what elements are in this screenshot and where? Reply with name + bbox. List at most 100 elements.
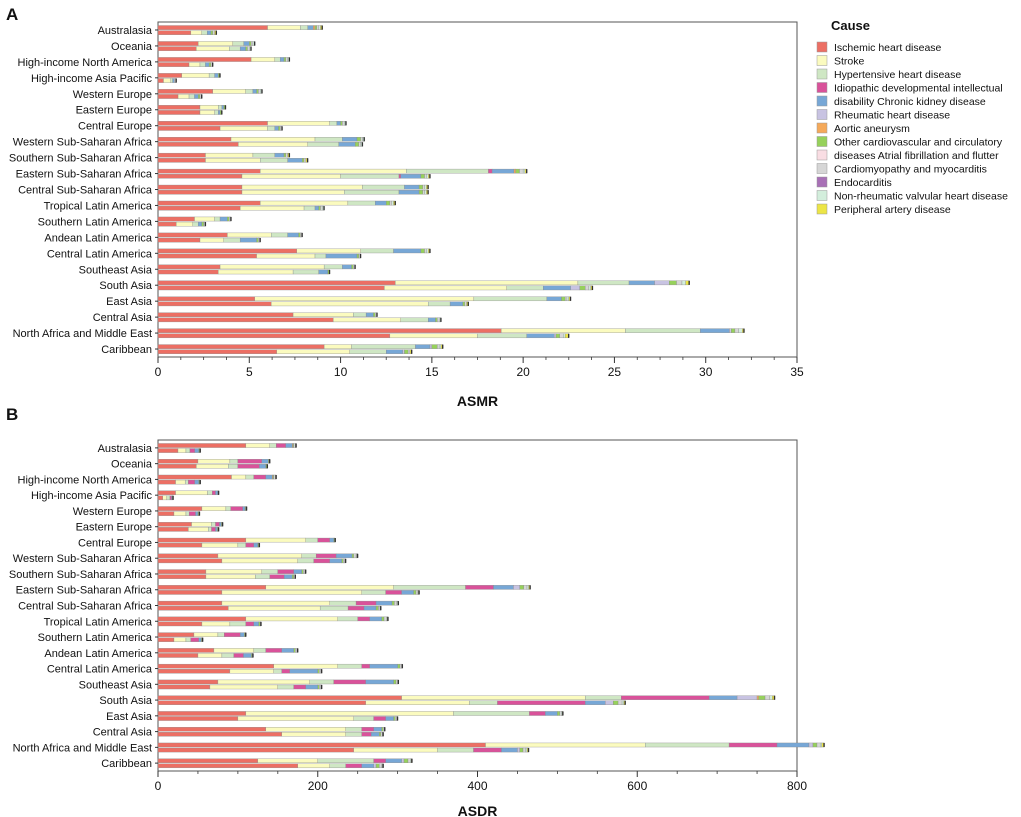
bar-segment (157, 126, 221, 131)
legend-title: Cause (831, 18, 870, 33)
bar-segment (157, 732, 282, 737)
legend-label: Endocarditis (834, 177, 892, 189)
bar-segment (177, 94, 190, 99)
bar-segment (277, 684, 294, 690)
bar-segment (728, 742, 778, 748)
legend-label: Aortic aneurysm (834, 123, 910, 135)
bar-segment (258, 89, 261, 94)
bar-segment (325, 253, 358, 259)
bar-segment (219, 216, 228, 222)
bar-segment (271, 301, 429, 307)
bar-segment (267, 121, 330, 126)
bar-segment (375, 763, 380, 769)
bar-segment (356, 253, 360, 259)
bar-end-cap (345, 121, 347, 126)
bar-segment (157, 569, 207, 574)
category-label: Caribbean (101, 344, 152, 356)
bar-segment (437, 747, 474, 753)
bar-end-cap (387, 616, 389, 621)
bar-segment (157, 105, 201, 110)
bar-end-cap (320, 669, 323, 674)
bar-segment (360, 137, 363, 142)
bar-end-cap (201, 637, 204, 642)
bar-segment (201, 621, 231, 627)
bar-segment (257, 758, 318, 763)
bar-end-cap (201, 94, 203, 99)
legend-swatch (816, 41, 828, 53)
bar-segment (157, 344, 325, 349)
bar-end-cap (198, 511, 201, 516)
bar-end-cap (397, 679, 400, 684)
legend-swatch (816, 82, 828, 93)
x-tick-label: 30 (699, 365, 713, 379)
legend-label: Stroke (834, 56, 865, 68)
bar-segment (188, 511, 196, 516)
bar-segment (157, 142, 239, 147)
bar-segment (333, 679, 366, 685)
bar-segment (379, 763, 382, 769)
bar-end-cap (301, 232, 303, 238)
bar-segment (318, 269, 328, 275)
bar-segment (157, 621, 203, 627)
category-label: Oceania (111, 459, 153, 471)
bar-segment (267, 126, 276, 131)
bar-segment (379, 732, 382, 737)
bar-segment (215, 527, 218, 532)
bar-segment (157, 542, 203, 548)
bar-end-cap (429, 174, 431, 179)
bar-segment (241, 189, 345, 195)
bar-segment (157, 695, 402, 700)
bar-segment (317, 758, 374, 763)
bar-segment (157, 605, 229, 611)
bar-segment (157, 553, 219, 559)
bar-segment (343, 558, 346, 564)
category-label: Western Europe (73, 89, 152, 101)
bar-segment (297, 763, 330, 769)
bar-segment (221, 558, 298, 564)
bar-segment (177, 448, 187, 453)
bar-segment (301, 553, 317, 559)
bar-end-cap (344, 558, 347, 563)
bar-segment (157, 600, 223, 606)
bar-segment (157, 474, 232, 480)
bar-segment (383, 616, 387, 622)
bar-segment (375, 605, 379, 611)
bar-end-cap (288, 57, 291, 62)
bar-segment (420, 174, 425, 179)
bar-segment (399, 663, 402, 669)
bar-segment (281, 669, 290, 674)
bar-segment (211, 527, 216, 532)
bar-segment (276, 349, 350, 354)
bar-segment (613, 700, 619, 705)
bar-segment (654, 280, 670, 286)
bar-segment (398, 189, 420, 195)
legend: Cause Ischemic heart disease StrokeHyperte… (816, 18, 1008, 216)
category-label: Oceania (111, 41, 153, 53)
bar-segment (157, 46, 197, 51)
bar-segment (157, 490, 176, 496)
chart-panel-a: A Australasia Oceania High-income North Ame… (6, 5, 804, 409)
bar-segment (217, 553, 302, 559)
plot-frame (157, 439, 798, 772)
bar-segment (157, 301, 272, 307)
bar-segment (218, 269, 294, 275)
bar-end-cap (429, 248, 431, 253)
bar-segment (351, 344, 416, 349)
bar-segment (157, 200, 261, 206)
x-tick-label: 0 (155, 779, 162, 793)
bar-segment (400, 174, 422, 179)
bar-segment (157, 443, 247, 448)
bar-segment (157, 616, 247, 622)
bar-segment (205, 152, 254, 158)
bar-segment (199, 110, 215, 115)
bar-segment (465, 585, 494, 590)
legend-label: Hypertensive heart disease (834, 69, 961, 81)
bar-segment (563, 333, 566, 339)
category-label: Andean Latin America (44, 232, 153, 244)
bar-segment (230, 506, 243, 511)
bar-segment (205, 569, 263, 574)
bar-segment (224, 632, 241, 637)
bar-end-cap (529, 585, 531, 590)
bar-end-cap (323, 206, 325, 211)
bar-segment (276, 443, 286, 448)
